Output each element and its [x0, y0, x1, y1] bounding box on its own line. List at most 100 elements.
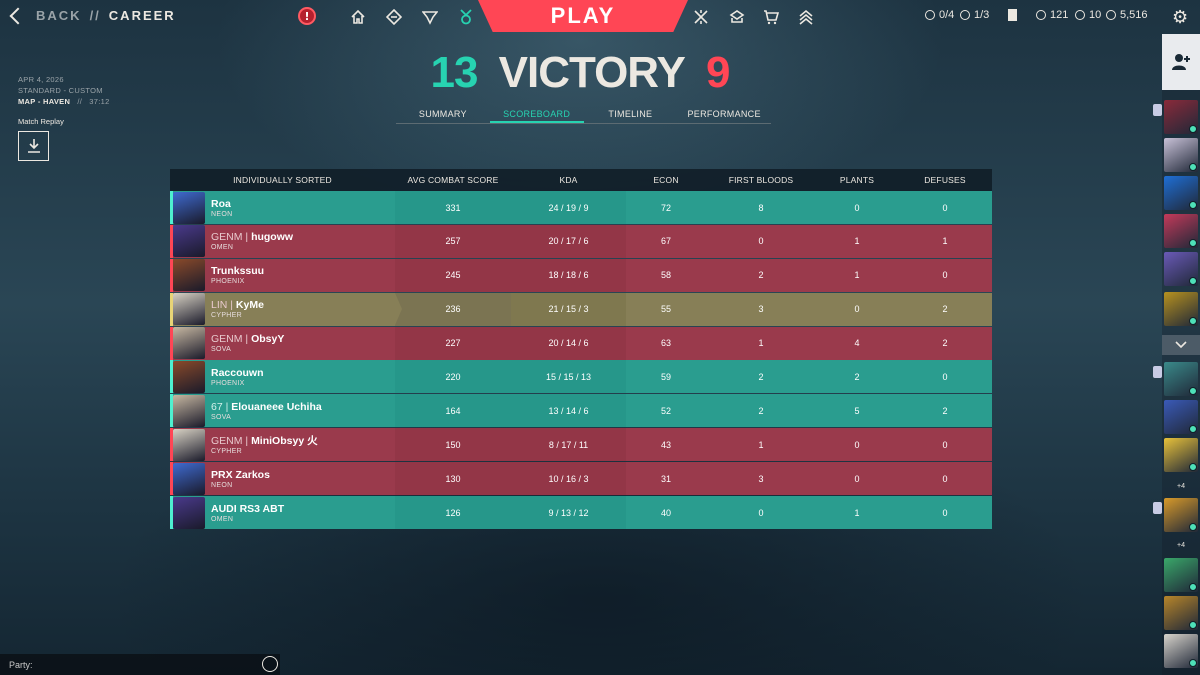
party-bar[interactable]: Party: [0, 654, 280, 675]
player-info: Roa NEON [211, 198, 232, 218]
plants-value: 0 [854, 304, 860, 315]
party-chat-icon[interactable] [262, 656, 278, 672]
valorant-points-counter: 5,516 [1106, 9, 1148, 21]
friends-more-count[interactable]: +4 [1177, 483, 1185, 490]
table-row[interactable]: Trunkssuu PHOENIX 245 18 / 18 / 6 58 2 1… [170, 258, 992, 292]
player-name: Roa [211, 197, 231, 210]
table-row[interactable]: GENM | hugoww OMEN 257 20 / 17 / 6 67 0 … [170, 224, 992, 258]
match-replay-button[interactable] [18, 131, 49, 161]
player-name: GENM | ObsyY [211, 333, 285, 346]
tab-summary[interactable]: SUMMARY [418, 109, 467, 119]
col-sort-individually[interactable]: INDIVIDUALLY SORTED [233, 175, 332, 185]
plants-value: 0 [854, 202, 860, 213]
token-icon [960, 10, 970, 20]
collection-icon[interactable] [727, 7, 747, 27]
defuses-value: 0 [942, 270, 948, 281]
friends-more-count[interactable]: +4 [1177, 542, 1185, 549]
party-label: Party: [9, 659, 33, 670]
breadcrumb-separator: // [89, 8, 101, 23]
player-name: Raccouwn [211, 366, 264, 379]
agent-name: CYPHER [211, 447, 242, 455]
card-icon[interactable] [1008, 9, 1017, 21]
agents-icon[interactable] [420, 7, 440, 27]
table-row[interactable]: PRX Zarkos NEON 130 10 / 16 / 3 31 3 0 0 [170, 462, 992, 496]
table-row[interactable]: Roa NEON 331 24 / 19 / 9 72 8 0 0 [170, 191, 992, 224]
acs-value: 130 [395, 462, 511, 496]
acs-value: 164 [395, 394, 511, 428]
lock-icon [1153, 366, 1162, 378]
player-info: GENM | MiniObsyy 火 CYPHER [211, 435, 318, 455]
add-friend-button[interactable] [1162, 34, 1200, 90]
col-kda[interactable]: KDA [559, 175, 578, 185]
table-row[interactable]: GENM | MiniObsyy 火 CYPHER 150 8 / 17 / 1… [170, 428, 992, 462]
online-status-dot [1189, 583, 1197, 591]
kda-value: 13 / 14 / 6 [511, 394, 626, 428]
gear-icon[interactable]: ⚙ [1172, 7, 1189, 28]
tab-timeline[interactable]: TIMELINE [608, 109, 653, 119]
online-status-dot [1189, 317, 1197, 325]
col-first-bloods[interactable]: FIRST BLOODS [728, 175, 794, 185]
match-meta: APR 4, 2026 STANDARD - CUSTOM MAP - HAVE… [18, 74, 110, 107]
career-icon[interactable] [456, 7, 476, 27]
meta-separator: // [77, 97, 83, 106]
econ-value: 40 [660, 507, 671, 518]
col-acs[interactable]: AVG COMBAT SCORE [407, 175, 499, 185]
col-plants[interactable]: PLANTS [839, 175, 875, 185]
agent-name: PHOENIX [211, 379, 245, 387]
table-row[interactable]: 67 | Elouaneee Uchiha SOVA 164 13 / 14 /… [170, 394, 992, 428]
play-button[interactable]: PLAY [478, 0, 688, 32]
chevron-left-icon [9, 7, 27, 25]
col-defuses[interactable]: DEFUSES [924, 175, 966, 185]
store-icon[interactable] [761, 7, 781, 27]
breadcrumb-career: CAREER [108, 8, 176, 23]
acs-value: 245 [395, 258, 511, 292]
player-name: LIN | KyMe [211, 299, 264, 312]
collapse-friends-button[interactable] [1162, 335, 1200, 355]
player-info: GENM | ObsyY SOVA [211, 333, 284, 353]
team-stripe [170, 191, 173, 224]
online-status-dot [1189, 163, 1197, 171]
battlepass-icon[interactable] [384, 7, 404, 27]
agent-name: PHOENIX [211, 278, 245, 286]
match-map: MAP - HAVEN [18, 97, 71, 106]
radianite-icon [925, 10, 935, 20]
table-row[interactable]: Raccouwn PHOENIX 220 15 / 15 / 13 59 2 2… [170, 360, 992, 394]
agent-portrait [173, 327, 205, 360]
first-bloods-value: 2 [758, 270, 764, 281]
plants-value: 0 [854, 439, 860, 450]
team-stripe [170, 292, 173, 326]
tab-performance[interactable]: PERFORMANCE [687, 109, 761, 119]
back-button[interactable]: BACK // CAREER [9, 7, 176, 25]
lock-icon [1153, 104, 1162, 116]
kda-value: 8 / 17 / 11 [511, 428, 626, 462]
first-bloods-value: 8 [758, 202, 764, 213]
agent-name: OMEN [211, 244, 234, 252]
online-status-dot [1189, 277, 1197, 285]
agent-name: NEON [211, 210, 233, 218]
player-cell: Roa NEON [170, 191, 395, 224]
col-econ[interactable]: ECON [653, 175, 679, 185]
first-bloods-value: 2 [758, 371, 764, 382]
match-date: APR 4, 2026 [18, 75, 64, 84]
top-nav-bar: BACK // CAREER ! PLAY 0/4 1/3 1 [0, 0, 1200, 34]
premier-icon[interactable] [691, 7, 711, 27]
alert-icon[interactable]: ! [298, 7, 316, 25]
agent-portrait [173, 462, 205, 495]
team-stripe [170, 360, 173, 394]
player-cell: Raccouwn PHOENIX [170, 360, 395, 393]
online-status-dot [1189, 125, 1197, 133]
rank-icon[interactable] [796, 7, 816, 27]
table-row[interactable]: AUDI RS3 ABT OMEN 126 9 / 13 / 12 40 0 1… [170, 496, 992, 530]
table-row[interactable]: LIN | KyMe CYPHER 236 21 / 15 / 3 55 3 0… [170, 292, 992, 326]
table-row[interactable]: GENM | ObsyY SOVA 227 20 / 14 / 6 63 1 4… [170, 326, 992, 360]
home-icon[interactable] [348, 7, 368, 27]
plants-value: 2 [854, 371, 860, 382]
tab-scoreboard[interactable]: SCOREBOARD [489, 107, 584, 123]
plants-value: 0 [854, 473, 860, 484]
player-name: Trunkssuu [211, 265, 265, 278]
match-mode: STANDARD - CUSTOM [18, 86, 103, 95]
agent-portrait [173, 394, 205, 427]
player-cell: GENM | hugoww OMEN [170, 225, 395, 258]
scoreboard: INDIVIDUALLY SORTED AVG COMBAT SCORE KDA… [170, 169, 992, 530]
team-stripe [170, 258, 173, 292]
